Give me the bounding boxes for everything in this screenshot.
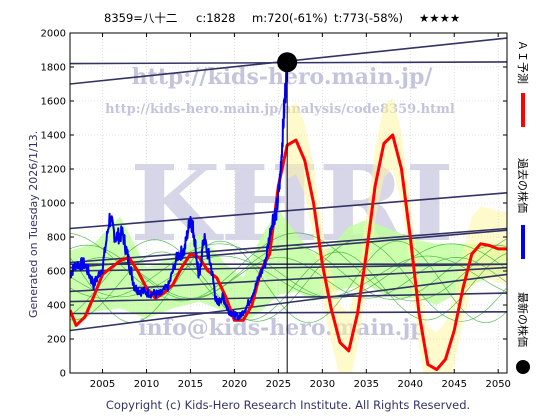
copyright-text: Copyright (c) Kids-Hero Research Institu… [106, 398, 470, 412]
trend-line [70, 263, 507, 272]
y-tick-label: 1400 [41, 131, 66, 142]
trend-line [70, 292, 507, 303]
legend-item-actual: 過去の株価 [516, 158, 530, 259]
series-actual-line [70, 61, 289, 321]
x-tick-label: 2050 [485, 379, 510, 390]
legend-marker-latest [516, 360, 530, 374]
trend-line [70, 273, 507, 332]
x-tick-label: 2020 [222, 379, 247, 390]
y-tick-label: 200 [47, 335, 66, 346]
forecast-scenario-line [70, 251, 507, 321]
header-rating-stars: ★★★★ [419, 11, 460, 25]
forecast-cone [287, 97, 507, 373]
legend-item-ai: ＡＩ予測 [516, 40, 530, 127]
y-tick-label: 1600 [41, 97, 66, 108]
y-tick-label: 400 [47, 301, 66, 312]
forecast-scenario-line [70, 239, 507, 322]
legend-swatch-actual [521, 225, 525, 259]
watermark-analysis: http://kids-hero.main.jp/analysis/code83… [105, 102, 455, 117]
forecast-band [70, 209, 507, 333]
trend-line [70, 192, 507, 230]
legend-swatch-ai [521, 93, 525, 127]
y-tick-label: 0 [60, 369, 66, 380]
legend-item-latest: 最新の株価 [516, 292, 530, 374]
header-code-name: 8359=八十二 [104, 11, 177, 25]
x-tick-label: 2025 [266, 379, 291, 390]
latest-price-marker [277, 52, 298, 73]
header-current-price: c:1828 [196, 11, 235, 25]
legend-label-latest: 最新の株価 [516, 292, 530, 347]
x-tick-label: 2015 [178, 379, 203, 390]
y-tick-label: 1800 [41, 63, 66, 74]
x-tick-label: 2030 [310, 379, 335, 390]
y-tick-label: 600 [47, 267, 66, 278]
y-tick-label: 800 [47, 233, 66, 244]
trend-line [70, 227, 507, 264]
legend-label-ai: ＡＩ予測 [516, 40, 530, 84]
x-tick-label: 2040 [398, 379, 423, 390]
x-tick-label: 2035 [354, 379, 379, 390]
y-tick-label: 2000 [41, 29, 66, 40]
x-tick-label: 2045 [442, 379, 467, 390]
y-tick-label: 1200 [41, 165, 66, 176]
x-tick-label: 2010 [134, 379, 159, 390]
legend-label-actual: 過去の株価 [516, 158, 530, 213]
x-tick-label: 2005 [90, 379, 115, 390]
axes: 0 200 400 600 800 1000 1200 1400 1600 1800 2000 200… [41, 29, 511, 391]
trend-line [70, 229, 507, 269]
plot-area [70, 33, 507, 373]
legend: ＡＩ予測 過去の株価 最新の株価 [516, 40, 530, 374]
header-min-price: m:720(-61%) [252, 11, 328, 25]
header-target-price: t:773(-58%) [334, 11, 403, 25]
trend-line [70, 266, 507, 293]
watermark-mail: info@kids-hero.main.jp [138, 315, 425, 341]
generated-date: Generated on Tuesday 2026/1/13. [27, 131, 40, 318]
trend-line [70, 310, 507, 315]
chart-header: 8359=八十二 c:1828 m:720(-61%) t:773(-58%) … [104, 11, 460, 25]
y-tick-label: 1000 [41, 199, 66, 210]
